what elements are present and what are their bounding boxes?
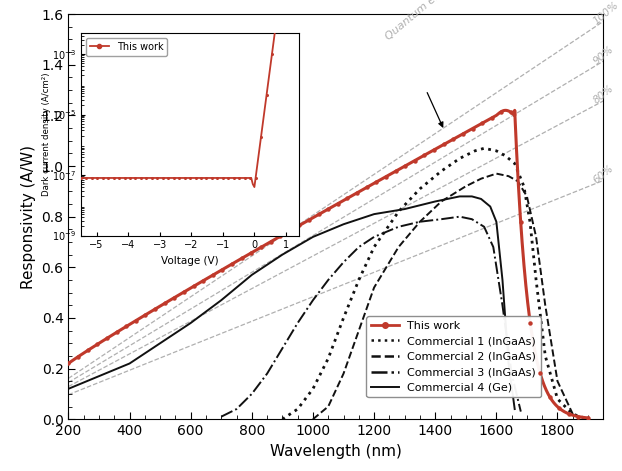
Legend: This work: This work bbox=[86, 38, 167, 56]
Text: Quantum efficiency: Quantum efficiency bbox=[383, 0, 473, 42]
Text: 90%: 90% bbox=[591, 44, 615, 66]
Text: 80%: 80% bbox=[591, 83, 615, 106]
Text: 100%: 100% bbox=[591, 0, 620, 26]
X-axis label: Wavelength (nm): Wavelength (nm) bbox=[270, 444, 402, 459]
Legend: This work, Commercial 1 (InGaAs), Commercial 2 (InGaAs), Commercial 3 (InGaAs), : This work, Commercial 1 (InGaAs), Commer… bbox=[366, 317, 541, 398]
Y-axis label: Dark current density (A/cm²): Dark current density (A/cm²) bbox=[42, 73, 50, 196]
X-axis label: Voltage (V): Voltage (V) bbox=[161, 256, 218, 266]
Y-axis label: Responsivity (A/W): Responsivity (A/W) bbox=[21, 145, 36, 289]
Text: 60%: 60% bbox=[591, 163, 615, 186]
